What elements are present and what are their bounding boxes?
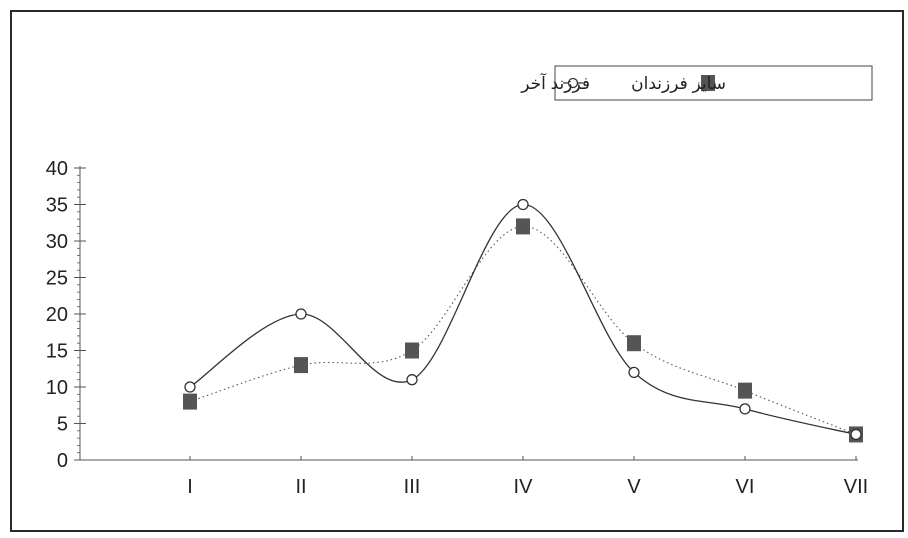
y-tick-label: 35 [46, 195, 68, 217]
data-point-other-children [183, 393, 197, 410]
x-tick-label: III [404, 476, 421, 498]
data-point-last-child [517, 198, 529, 211]
x-tick-label: V [627, 476, 641, 498]
x-tick-label: VII [844, 476, 868, 498]
legend-marker-open-circle [567, 77, 579, 89]
x-tick-label: VI [736, 476, 755, 498]
y-tick-label: 40 [46, 158, 68, 180]
data-point-last-child [406, 374, 418, 386]
series-last-child-line [189, 203, 857, 436]
legend: فرزند آخر سایر فرزندان [520, 65, 873, 101]
data-point-other-children [738, 382, 752, 399]
data-point-last-child [184, 381, 196, 393]
data-point-other-children [294, 357, 308, 374]
legend-label-other-children: سایر فرزندان [631, 74, 726, 93]
y-tick-label: 20 [46, 304, 68, 326]
data-point-other-children [516, 218, 530, 235]
x-tick-label: II [295, 476, 306, 498]
data-point-other-children [627, 335, 641, 352]
data-point-last-child [739, 403, 751, 415]
data-point-last-child [628, 366, 640, 379]
y-tick-label: 25 [46, 268, 68, 290]
legend-label-last-child: فرزند آخر [520, 72, 590, 93]
data-point-other-children [405, 342, 419, 359]
chart-frame: 0 5 10 15 20 25 30 35 40 I II III IV V VI VII فرزند آخر… [10, 10, 904, 532]
y-tick-label: 0 [57, 450, 68, 472]
series-layer [183, 198, 863, 443]
y-tick-label: 5 [57, 414, 68, 436]
data-point-last-child [295, 308, 307, 320]
x-tick-label: I [187, 476, 193, 498]
y-tick-label: 15 [46, 341, 68, 363]
series-other-children-line [189, 225, 857, 435]
y-tick-label: 10 [46, 377, 68, 399]
legend-marker-filled-square [701, 75, 715, 91]
x-tick-label: IV [514, 476, 534, 498]
data-point-last-child [850, 428, 862, 441]
y-tick-label: 30 [46, 231, 68, 253]
